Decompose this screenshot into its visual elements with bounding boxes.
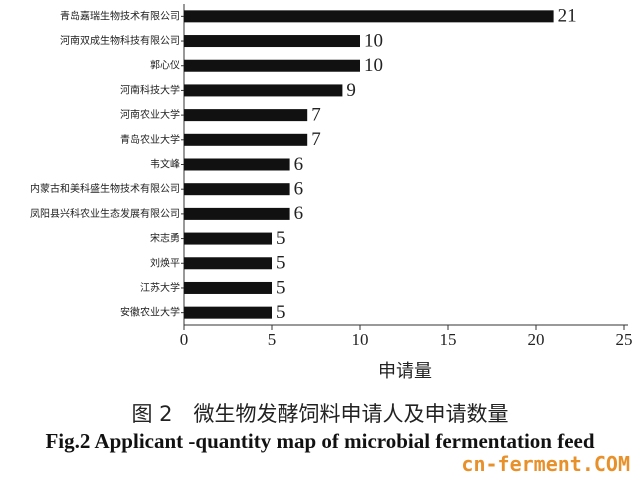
watermark: cn-ferment.COM <box>461 452 630 476</box>
y-tick-label: 河南农业大学 <box>120 108 180 121</box>
bar <box>184 306 272 319</box>
y-tick-label: 韦文峰 <box>150 158 180 171</box>
bar <box>184 133 308 146</box>
bar <box>184 183 290 196</box>
value-label: 5 <box>276 277 286 298</box>
value-label: 6 <box>294 154 304 175</box>
value-label: 10 <box>364 30 383 51</box>
x-tick-label: 15 <box>440 330 457 349</box>
value-label: 5 <box>276 302 286 323</box>
x-tick-label: 5 <box>268 330 277 349</box>
x-axis-label: 申请量 <box>378 361 432 382</box>
bar <box>184 232 272 245</box>
bar <box>184 84 343 97</box>
y-tick-label: 青岛农业大学 <box>120 133 180 146</box>
bar <box>184 59 360 72</box>
y-tick-label: 郭心仪 <box>150 59 180 72</box>
value-label: 7 <box>311 104 321 125</box>
y-tick-label: 安徽农业大学 <box>120 306 180 319</box>
bar <box>184 109 308 122</box>
value-label: 21 <box>558 6 577 27</box>
y-tick-label: 河南双成生物科技有限公司 <box>60 34 180 47</box>
bar <box>184 281 272 294</box>
value-label: 5 <box>276 228 286 249</box>
bar <box>184 257 272 270</box>
x-tick-label: 25 <box>616 330 633 349</box>
x-tick-label: 0 <box>180 330 189 349</box>
caption-en: Fig.2 Applicant -quantity map of microbi… <box>45 429 595 453</box>
caption-cn: 图 2 微生物发酵饲料申请人及申请数量 <box>131 402 509 426</box>
y-tick-label: 宋志勇 <box>150 232 180 245</box>
y-tick-label: 青岛嘉瑞生物技术有限公司 <box>60 9 180 22</box>
x-tick-label: 10 <box>352 330 369 349</box>
x-tick-label: 20 <box>528 330 545 349</box>
bar <box>184 10 554 23</box>
bar <box>184 158 290 171</box>
y-tick-label: 刘焕平 <box>150 256 180 269</box>
bar <box>184 35 360 48</box>
value-label: 6 <box>294 203 304 224</box>
value-label: 6 <box>294 179 304 200</box>
y-tick-label: 内蒙古和美科盛生物技术有限公司 <box>30 182 180 195</box>
value-label: 9 <box>346 80 356 101</box>
value-label: 10 <box>364 55 383 76</box>
bar <box>184 207 290 220</box>
value-label: 7 <box>311 129 321 150</box>
y-tick-label: 河南科技大学 <box>120 83 180 96</box>
y-tick-label: 凤阳县兴科农业生态发展有限公司 <box>30 207 180 220</box>
y-tick-label: 江苏大学 <box>140 281 180 294</box>
value-label: 5 <box>276 253 286 274</box>
